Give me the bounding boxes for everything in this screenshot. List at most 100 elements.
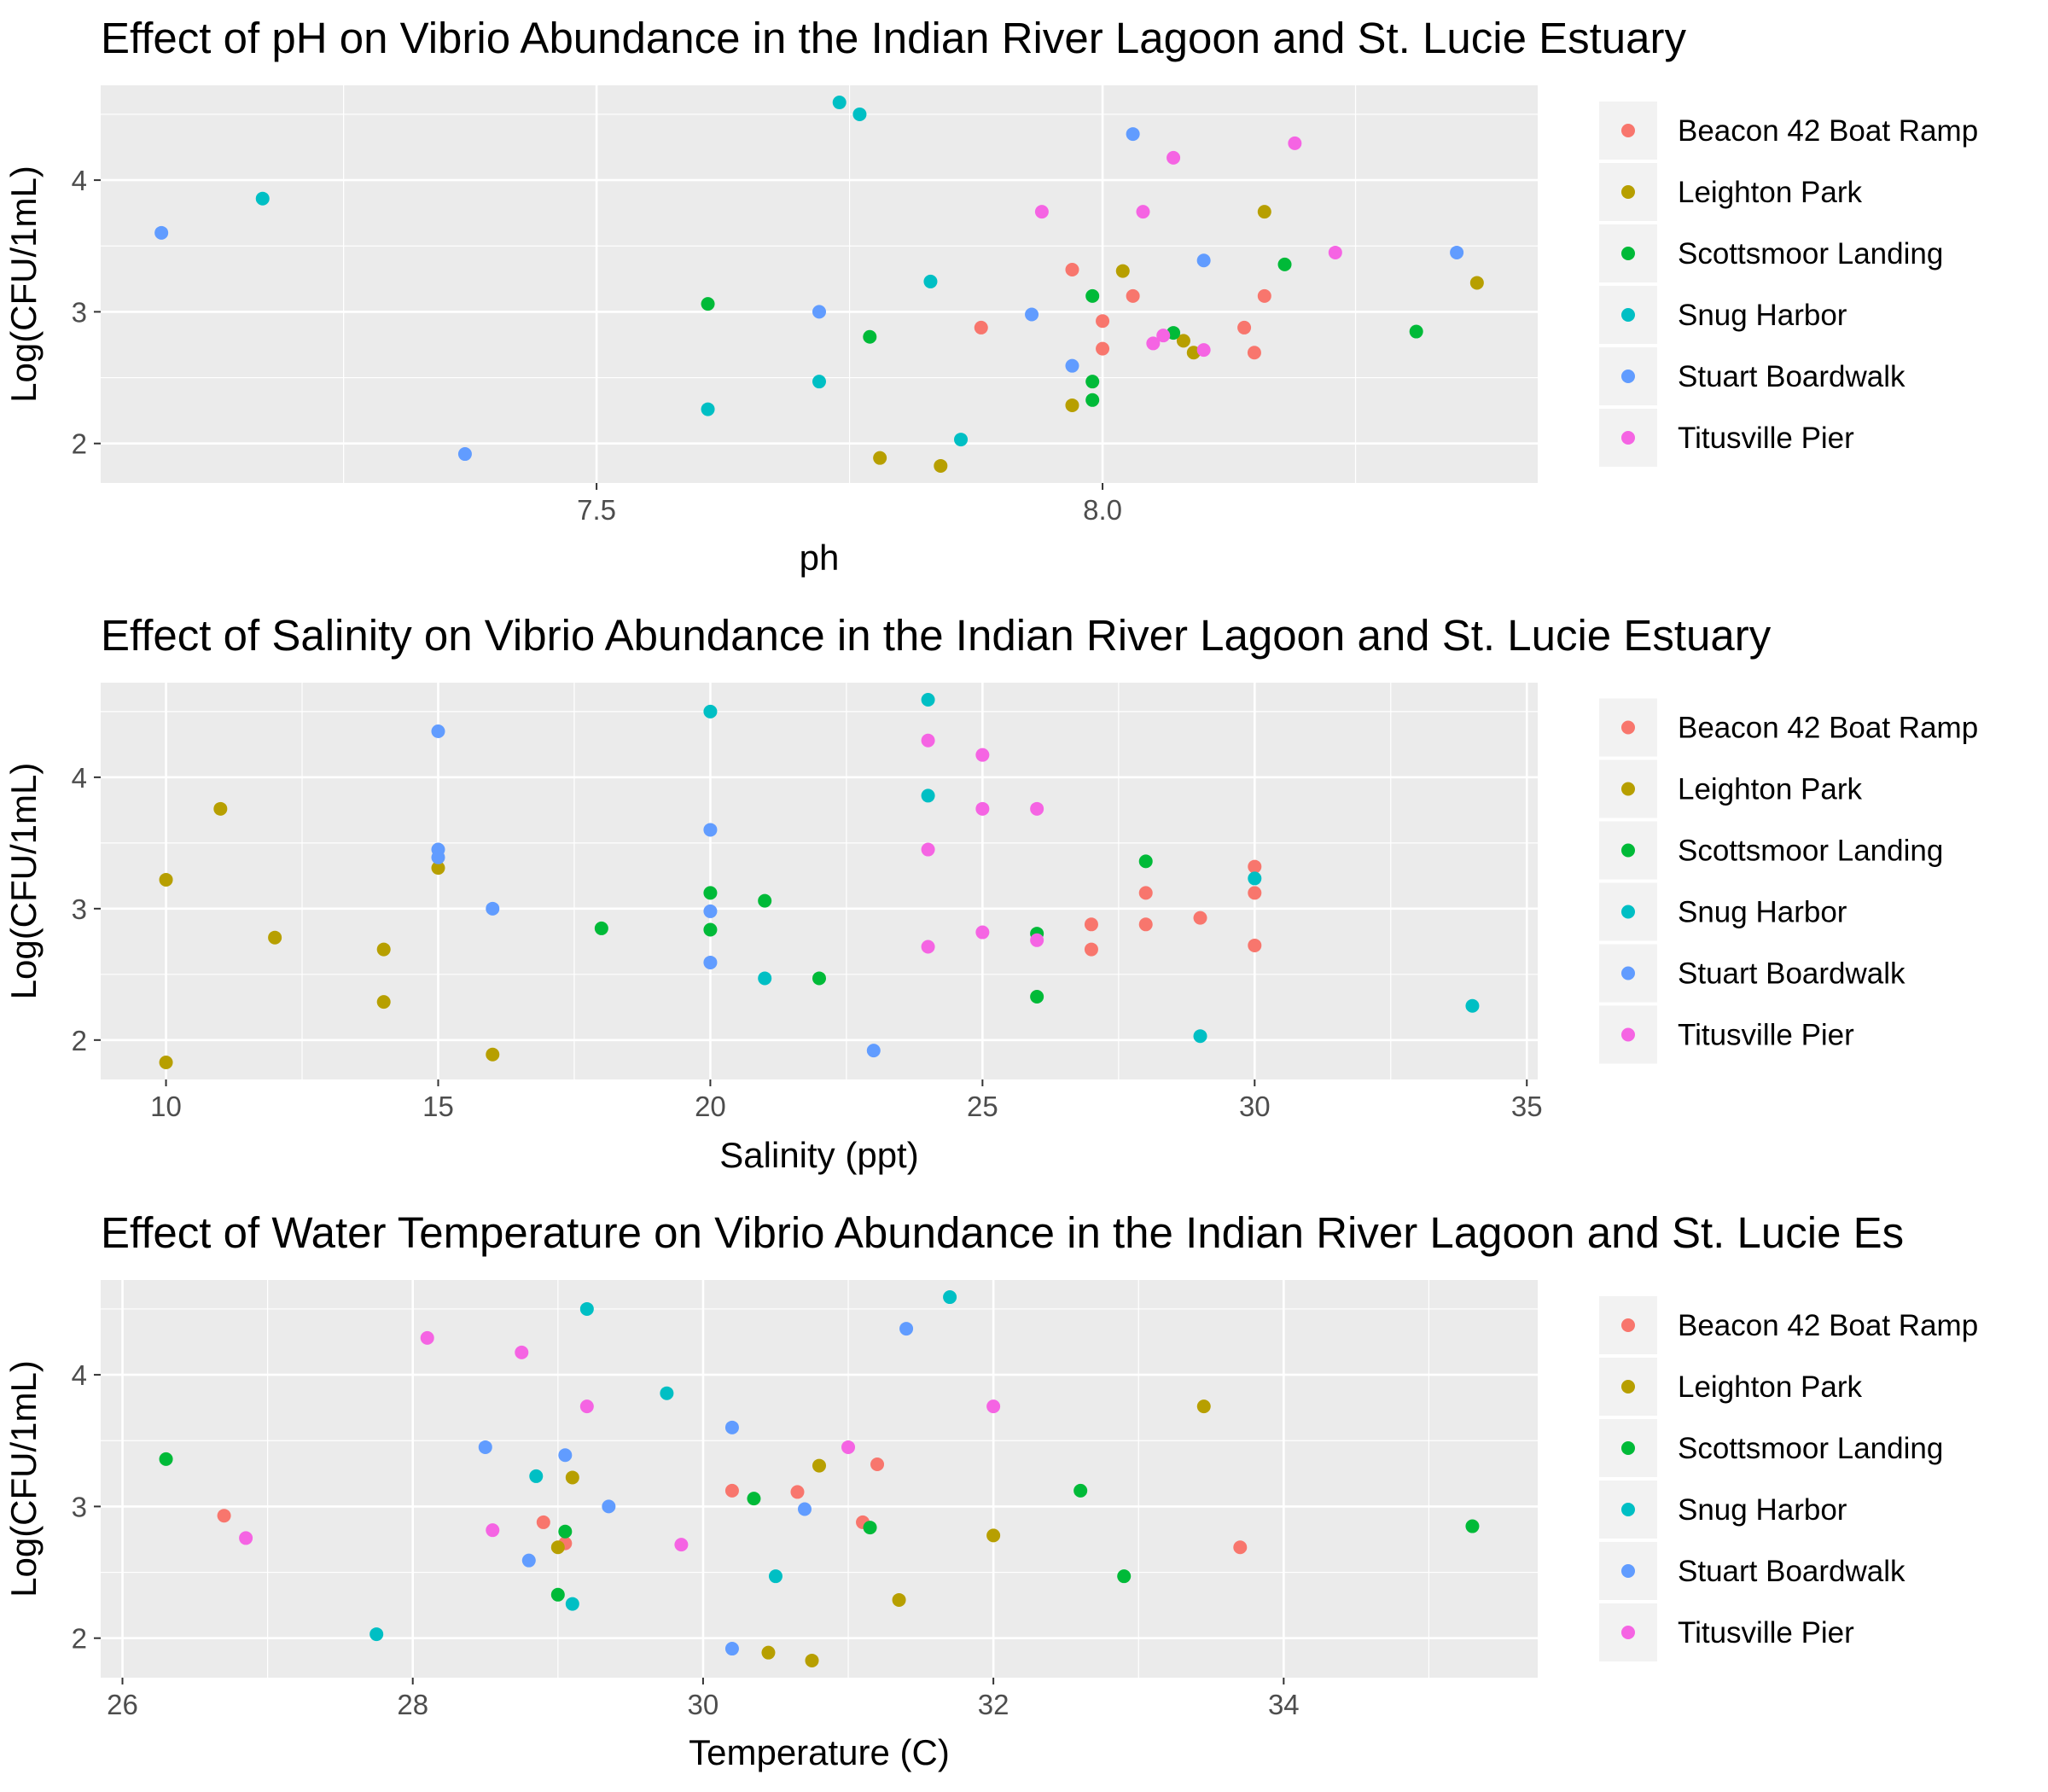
data-point bbox=[1257, 205, 1271, 219]
data-point bbox=[724, 1420, 739, 1434]
legend-label: Scottsmoor Landing bbox=[1678, 1432, 1943, 1465]
x-axis-title: Salinity (ppt) bbox=[719, 1135, 918, 1175]
chart-title: Effect of Water Temperature on Vibrio Ab… bbox=[101, 1208, 1904, 1257]
data-point bbox=[1237, 320, 1252, 335]
x-tick-label: 28 bbox=[397, 1689, 428, 1720]
data-point bbox=[369, 1627, 384, 1642]
data-point bbox=[1126, 288, 1140, 303]
data-point bbox=[975, 748, 990, 762]
y-tick-label: 2 bbox=[72, 428, 87, 460]
data-point bbox=[565, 1597, 579, 1611]
legend-swatch bbox=[1621, 1027, 1635, 1042]
data-point bbox=[159, 1452, 173, 1466]
legend-swatch bbox=[1621, 1503, 1635, 1516]
data-point bbox=[1138, 917, 1153, 932]
y-tick-label: 3 bbox=[72, 1491, 87, 1522]
data-point bbox=[1409, 324, 1423, 339]
data-point bbox=[1084, 917, 1098, 932]
data-point bbox=[1146, 336, 1161, 351]
data-point bbox=[1257, 288, 1271, 303]
data-point bbox=[1030, 801, 1044, 816]
data-point bbox=[812, 971, 826, 986]
data-point bbox=[921, 788, 935, 803]
data-point bbox=[1085, 288, 1100, 303]
data-point bbox=[1085, 375, 1100, 389]
legend-label: Scottsmoor Landing bbox=[1678, 237, 1943, 271]
data-point bbox=[521, 1553, 536, 1568]
legend-label: Snug Harbor bbox=[1678, 1493, 1847, 1527]
legend-swatch bbox=[1621, 431, 1635, 445]
data-point bbox=[892, 1592, 906, 1607]
legend-swatch bbox=[1621, 905, 1635, 919]
y-tick-label: 4 bbox=[72, 165, 87, 196]
data-point bbox=[841, 1440, 856, 1454]
data-point bbox=[558, 1448, 573, 1463]
y-tick-label: 2 bbox=[72, 1623, 87, 1655]
x-tick-label: 34 bbox=[1268, 1689, 1300, 1720]
data-point bbox=[159, 872, 173, 887]
data-point bbox=[594, 921, 608, 935]
data-point bbox=[863, 329, 877, 344]
data-point bbox=[1196, 1399, 1211, 1414]
data-point bbox=[1030, 989, 1044, 1004]
data-point bbox=[579, 1301, 594, 1316]
data-point bbox=[873, 451, 887, 465]
legend-label: Beacon 42 Boat Ramp bbox=[1678, 1309, 1978, 1342]
data-point bbox=[986, 1528, 1001, 1543]
data-point bbox=[758, 893, 772, 908]
chart-2: Effect of Salinity on Vibrio Abundance i… bbox=[3, 611, 1978, 1175]
data-point bbox=[1248, 938, 1262, 952]
data-point bbox=[431, 850, 445, 864]
data-point bbox=[747, 1492, 761, 1506]
data-point bbox=[1156, 329, 1171, 343]
data-point bbox=[943, 1290, 957, 1305]
legend-swatch bbox=[1621, 1380, 1635, 1393]
legend: Beacon 42 Boat Ramp Leighton Park Scottsmo… bbox=[1599, 1296, 1978, 1661]
data-point bbox=[1233, 1540, 1248, 1555]
chart-3: Effect of Water Temperature on Vibrio Ab… bbox=[3, 1208, 1978, 1772]
data-point bbox=[1136, 205, 1150, 219]
data-point bbox=[701, 402, 715, 416]
data-point bbox=[899, 1322, 914, 1336]
legend-swatch bbox=[1621, 966, 1635, 980]
y-axis-title: Log(CFU/1mL) bbox=[3, 166, 44, 403]
data-point bbox=[1065, 398, 1079, 412]
data-point bbox=[1030, 933, 1044, 947]
x-tick-label: 26 bbox=[107, 1689, 138, 1720]
data-point bbox=[268, 930, 282, 945]
data-point bbox=[431, 861, 445, 876]
data-point bbox=[832, 96, 847, 110]
chart-title: Effect of pH on Vibrio Abundance in the … bbox=[101, 14, 1687, 62]
data-point bbox=[1248, 859, 1262, 874]
legend-label: Leighton Park bbox=[1678, 1370, 1862, 1404]
data-point bbox=[1025, 307, 1039, 322]
data-point bbox=[1288, 136, 1302, 150]
data-point bbox=[1065, 263, 1079, 277]
data-point bbox=[457, 447, 472, 462]
legend-label: Leighton Park bbox=[1678, 176, 1862, 209]
data-point bbox=[921, 733, 935, 748]
data-point bbox=[1138, 854, 1153, 869]
x-tick-label: 30 bbox=[1239, 1091, 1271, 1122]
data-point bbox=[486, 1047, 500, 1062]
data-point bbox=[923, 274, 938, 288]
data-point bbox=[921, 693, 935, 707]
data-point bbox=[159, 1055, 173, 1069]
data-point bbox=[1096, 341, 1110, 356]
data-point bbox=[420, 1330, 434, 1345]
data-point bbox=[1196, 253, 1211, 268]
y-tick-label: 3 bbox=[72, 296, 87, 328]
data-point bbox=[974, 320, 988, 335]
data-point bbox=[1115, 264, 1130, 278]
data-point bbox=[1196, 343, 1211, 358]
data-point bbox=[1117, 1569, 1132, 1584]
x-tick-label: 25 bbox=[967, 1091, 998, 1122]
legend: Beacon 42 Boat Ramp Leighton Park Scottsmo… bbox=[1599, 698, 1978, 1064]
legend-label: Snug Harbor bbox=[1678, 896, 1847, 929]
plot-panel bbox=[101, 683, 1538, 1079]
y-tick-label: 3 bbox=[72, 893, 87, 925]
y-tick-label: 2 bbox=[72, 1025, 87, 1056]
data-point bbox=[703, 955, 718, 969]
data-point bbox=[812, 305, 826, 319]
data-point bbox=[1096, 314, 1110, 329]
